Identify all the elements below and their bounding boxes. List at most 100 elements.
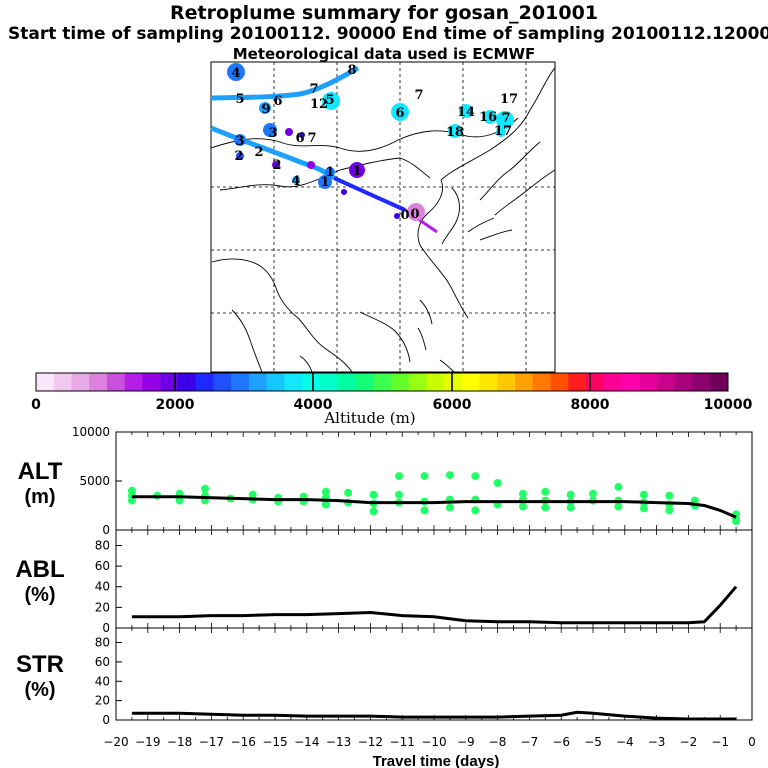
alt-point (665, 491, 674, 500)
alt-point (541, 503, 550, 512)
colorbar-cell (390, 373, 410, 391)
colorbar-tick-label: 6000 (433, 397, 472, 413)
colorbar-tick-label: 2000 (156, 397, 195, 413)
x-tick-label: −15 (262, 735, 287, 749)
series-line (131, 495, 737, 519)
x-axis-title: Travel time (days) (373, 753, 500, 768)
plume-label: 2 (234, 149, 243, 164)
x-tick-label: −11 (390, 735, 415, 749)
alt-point (639, 504, 648, 513)
colorbar-cell (160, 373, 179, 391)
x-tick-label: −9 (457, 735, 475, 749)
panel-label: ALT (18, 458, 63, 485)
trajectory-upper (210, 65, 360, 101)
colorbar-cell (603, 373, 623, 391)
plume-label: 7 (307, 131, 316, 146)
plume-label: 7 (309, 82, 318, 97)
x-tick-label: 0 (748, 735, 756, 749)
plume-label: 7 (414, 88, 423, 103)
colorbar-label: Altitude (m) (323, 409, 415, 427)
y-tick-label: 40 (95, 674, 110, 688)
colorbar-cell (71, 373, 90, 391)
panel-abl: 80 60 40 20 0 ABL(%) (15, 529, 753, 635)
colorbar-cell (213, 373, 232, 391)
colorbar-tick-label: 10000 (704, 397, 753, 413)
colorbar-cell (461, 373, 481, 391)
alt-point (395, 472, 403, 481)
x-tick-label: −1 (711, 735, 729, 749)
colorbar-cell (657, 373, 676, 391)
x-tick-label: −5 (584, 735, 602, 749)
alt-point (471, 472, 480, 481)
y-tick-label: 40 (95, 580, 110, 594)
panel-unit: (%) (24, 679, 55, 701)
colorbar-cell (426, 373, 445, 391)
plume-label: 0 (410, 207, 419, 222)
colorbar-cell (319, 373, 339, 391)
alt-point (519, 502, 527, 511)
plume-label: 4 (231, 66, 240, 81)
plume-label: 16 (479, 110, 497, 125)
y-tick-label: 0 (102, 621, 110, 635)
colorbar-cell (124, 373, 143, 391)
alt-point (732, 517, 741, 526)
alt-point (369, 490, 378, 499)
panel-unit: (%) (24, 584, 55, 606)
colorbar-cell (674, 373, 694, 391)
alt-point (175, 496, 184, 505)
alt-point (344, 488, 353, 497)
plume-label: 8 (347, 63, 356, 78)
colorbar-cell (408, 373, 427, 391)
x-tick-label: −14 (294, 735, 319, 749)
alt-point (420, 472, 429, 481)
alt-point (369, 507, 378, 516)
x-tick-label: −16 (231, 735, 256, 749)
colorbar-cell (53, 373, 72, 391)
panel-frame (115, 431, 753, 531)
alt-point (321, 500, 330, 509)
x-tick-label: −13 (326, 735, 351, 749)
colorbar-cell (444, 373, 463, 391)
colorbar-cell (515, 373, 534, 391)
plume-label: 7 (501, 111, 510, 126)
trajectory-central (333, 176, 406, 212)
panel-frame (115, 529, 753, 629)
series-line (131, 710, 737, 721)
plume-circles (227, 63, 514, 221)
y-tick-label: 5000 (79, 474, 110, 488)
series-line (131, 585, 738, 625)
colorbar-cell (639, 373, 658, 391)
y-tick-label: 0 (102, 713, 110, 727)
map-grid (211, 62, 555, 372)
alt-point (614, 502, 623, 511)
panel-label: STR (16, 651, 64, 678)
colorbar-cell (248, 373, 268, 391)
plume-label: 1 (325, 165, 334, 180)
plume-label: 6 (395, 106, 404, 121)
alt-point (566, 503, 575, 512)
colorbar-cell (177, 373, 197, 391)
plume-label: 6 (295, 131, 304, 146)
panel-label: ABL (15, 556, 64, 583)
panel-frame (115, 627, 753, 721)
plume-label: 18 (446, 125, 464, 140)
colorbar-tick-label: 4000 (294, 397, 333, 413)
y-tick-label: 80 (95, 538, 110, 552)
x-tick-label: −2 (680, 735, 698, 749)
coastlines (210, 67, 556, 373)
x-tick-label: −20 (103, 735, 128, 749)
plume-label: 3 (268, 126, 277, 141)
x-tick-label: −4 (616, 735, 634, 749)
plume-label: 6 (273, 94, 282, 109)
plume-label: 2 (254, 145, 263, 160)
colorbar-cell (532, 373, 552, 391)
x-tick-label: −6 (552, 735, 570, 749)
alt-point (201, 484, 209, 493)
colorbar-cell (550, 373, 569, 391)
colorbar-cell (302, 373, 321, 391)
colorbar-cell (586, 373, 605, 391)
alt-point (321, 487, 330, 496)
colorbar-cell (692, 373, 711, 391)
